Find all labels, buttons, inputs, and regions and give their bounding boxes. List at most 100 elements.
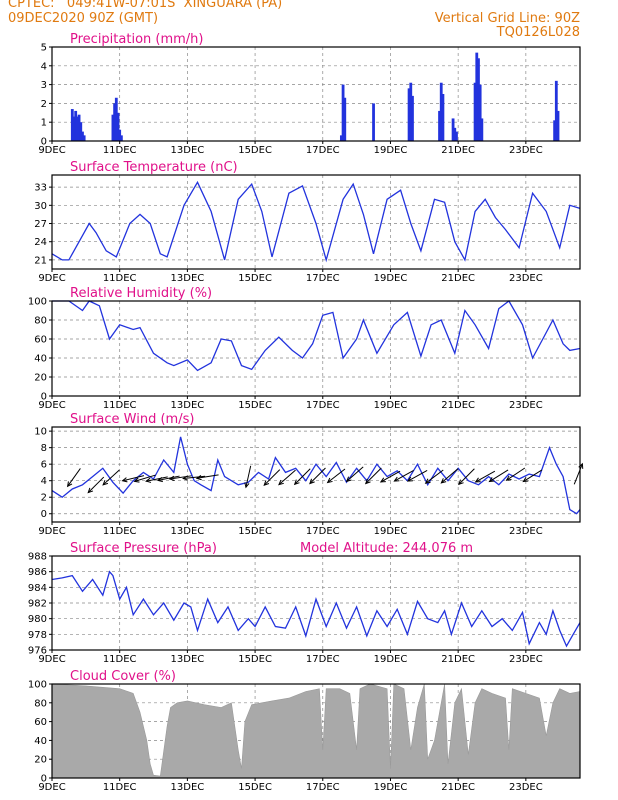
precip-bar xyxy=(74,110,78,141)
wind-arrow-head xyxy=(393,476,400,482)
temp-xtick-label: 19DEC xyxy=(374,273,408,284)
header-location: CPTEC: 049:41W-07:01S XINGUARA (PA) xyxy=(8,0,283,11)
precip-bar xyxy=(480,118,484,141)
wind-arrow xyxy=(346,466,364,482)
wind-ytick-label: 10 xyxy=(34,427,47,438)
wind-arrow xyxy=(523,469,543,482)
temp-ytick-label: 33 xyxy=(34,183,47,194)
cloud-ytick-label: 20 xyxy=(34,755,47,766)
wind-xtick-label: 23DEC xyxy=(509,526,543,537)
precip-bar xyxy=(455,131,458,141)
rh-ytick-label: 0 xyxy=(41,392,47,403)
precip-bar xyxy=(82,135,86,141)
cloud-xtick-label: 19DEC xyxy=(374,782,408,793)
precip-bar xyxy=(339,135,343,141)
wind-arrow-head xyxy=(379,477,386,483)
wind-arrow-head xyxy=(87,487,94,494)
precip-bar xyxy=(343,97,347,141)
wind-arrow xyxy=(380,470,401,483)
temp-xtick-label: 21DEC xyxy=(441,273,475,284)
wind-title: Surface Wind (m/s) xyxy=(70,412,194,427)
pres-ytick-label: 984 xyxy=(28,583,47,594)
wind-arrow-head xyxy=(278,479,284,486)
precip-xtick-label: 11DEC xyxy=(103,145,137,156)
precip-bar xyxy=(70,109,74,141)
wind-arrow-head xyxy=(244,482,250,489)
precip-bar xyxy=(372,103,375,141)
wind-arrow xyxy=(506,467,526,481)
pres-xtick-label: 17DEC xyxy=(306,654,340,665)
temp-line xyxy=(51,180,581,263)
precip-xtick-label: 19DEC xyxy=(374,145,408,156)
wind-arrow xyxy=(245,465,252,488)
cloud-title: Cloud Cover (%) xyxy=(70,669,176,684)
precip-bar xyxy=(409,82,413,141)
precip-xtick-label: 15DEC xyxy=(238,145,272,156)
rh-ytick-label: 20 xyxy=(34,373,47,384)
temp-title: Surface Temperature (nC) xyxy=(70,160,238,175)
pres-ytick-label: 988 xyxy=(28,552,47,563)
pres-xtick-label: 19DEC xyxy=(374,654,408,665)
wind-arrow-head xyxy=(168,475,175,481)
temp-ytick-label: 21 xyxy=(34,255,47,266)
wind-arrow xyxy=(263,469,281,486)
pres-line xyxy=(51,570,581,648)
rh-xtick-label: 9DEC xyxy=(38,400,65,411)
rh-xtick-label: 13DEC xyxy=(171,400,205,411)
pres-title: Surface Pressure (hPa) xyxy=(70,541,217,556)
precip-ytick-label: 5 xyxy=(41,43,47,54)
pres-ytick-label: 986 xyxy=(28,567,47,578)
cloud-xtick-label: 9DEC xyxy=(38,782,65,793)
temp-frame xyxy=(51,174,581,270)
rh-ytick-label: 40 xyxy=(34,354,47,365)
precip-bar xyxy=(439,82,443,141)
pres-xtick-label: 21DEC xyxy=(441,654,475,665)
cloud-xtick-label: 23DEC xyxy=(509,782,543,793)
wind-arrow xyxy=(573,463,583,485)
wind-arrow-head xyxy=(440,478,447,484)
wind-ytick-label: 0 xyxy=(41,509,47,520)
wind-arrow-head xyxy=(293,479,300,486)
wind-arrow xyxy=(169,475,192,480)
rh-ytick-label: 100 xyxy=(28,297,47,308)
temp-ytick-label: 30 xyxy=(34,201,47,212)
wind-arrow-head xyxy=(345,476,352,483)
temp-ytick-label: 27 xyxy=(34,219,47,230)
pres-annotation: Model Altitude: 244.076 m xyxy=(300,541,473,556)
wind-ytick-label: 6 xyxy=(41,460,47,471)
wind-arrow xyxy=(394,469,414,482)
precip-bar xyxy=(113,103,117,141)
rh-xtick-label: 11DEC xyxy=(103,400,137,411)
wind-xtick-label: 17DEC xyxy=(306,526,340,537)
wind-frame xyxy=(51,426,581,523)
pres-xtick-label: 15DEC xyxy=(238,654,272,665)
wind-arrow xyxy=(278,469,296,486)
precip-bar xyxy=(119,135,123,141)
precip-bar xyxy=(411,95,414,141)
header-grid-note: Vertical Grid Line: 90Z xyxy=(434,11,580,26)
cloud-xtick-label: 13DEC xyxy=(171,782,205,793)
precip-bar xyxy=(556,110,560,141)
wind-xtick-label: 21DEC xyxy=(441,526,475,537)
precip-bar xyxy=(453,127,457,141)
pres-xtick-label: 11DEC xyxy=(103,654,137,665)
wind-arrow xyxy=(196,474,219,479)
pres-xtick-label: 23DEC xyxy=(509,654,543,665)
wind-arrow-head xyxy=(102,479,109,486)
precip-bar xyxy=(553,120,557,141)
pres-ytick-label: 980 xyxy=(28,614,47,625)
wind-arrow-head xyxy=(121,477,128,483)
precip-bar xyxy=(438,110,441,141)
precip-bar xyxy=(473,82,477,141)
wind-xtick-label: 19DEC xyxy=(374,526,408,537)
precip-bar xyxy=(554,80,558,141)
wind-xtick-label: 9DEC xyxy=(38,526,65,537)
cloud-xtick-label: 21DEC xyxy=(441,782,475,793)
precip-xtick-label: 17DEC xyxy=(306,145,340,156)
rh-ytick-label: 60 xyxy=(34,335,47,346)
wind-arrow-head xyxy=(182,475,189,481)
precip-bar xyxy=(475,52,479,141)
wind-arrow xyxy=(458,468,475,485)
wind-xtick-label: 11DEC xyxy=(103,526,137,537)
